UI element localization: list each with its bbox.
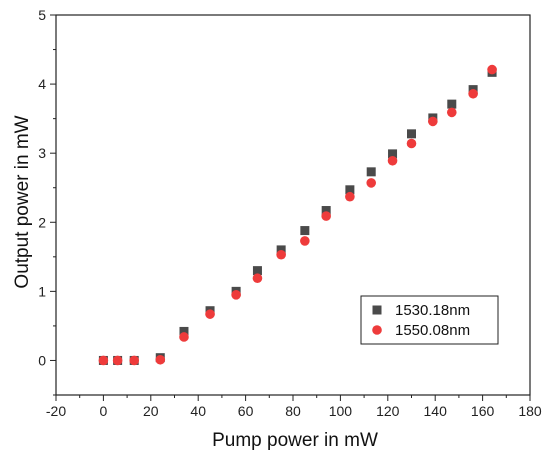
data-point-1550nm	[276, 249, 286, 260]
legend: 1530.18nm 1550.08nm	[360, 295, 499, 345]
x-tick-label: 180	[518, 403, 542, 419]
data-point-1530nm	[321, 206, 331, 216]
data-point-1550nm	[179, 332, 189, 342]
data-point-1530nm	[179, 326, 189, 336]
data-point-1530nm	[276, 245, 286, 255]
data-point-1550nm	[387, 155, 398, 166]
x-axis-title: Pump power in mW	[212, 430, 378, 451]
data-point-1550nm	[321, 211, 331, 221]
y-tick-label: 5	[38, 7, 46, 23]
x-tick-label: 0	[100, 403, 108, 419]
data-point-1550nm	[98, 355, 109, 366]
legend-label: 1530.18nm	[395, 302, 470, 319]
legend-marker-circle	[372, 325, 382, 335]
x-tick-label: 120	[376, 403, 400, 419]
data-points	[98, 64, 497, 366]
data-point-1550nm	[366, 178, 377, 188]
data-point-1550nm	[428, 116, 438, 127]
data-point-1550nm	[446, 107, 457, 118]
x-tick-label: -20	[46, 403, 66, 419]
data-point-1530nm	[300, 226, 310, 236]
data-point-1550nm	[129, 355, 140, 366]
data-point-1530nm	[447, 99, 457, 109]
legend-box	[360, 295, 499, 345]
y-tick-label: 2	[38, 214, 46, 230]
x-tick-label: 60	[238, 403, 254, 419]
data-point-1550nm	[487, 64, 497, 75]
data-point-1550nm	[231, 290, 241, 300]
x-tick-label: 40	[190, 403, 206, 419]
data-point-1550nm	[155, 354, 166, 365]
y-tick-label: 1	[38, 283, 46, 299]
x-tick-label: 100	[329, 403, 353, 419]
x-tick-label: 140	[424, 403, 448, 419]
y-tick-label: 4	[38, 76, 46, 92]
y-tick-label: 0	[38, 352, 46, 368]
y-axis-title: Output power in mW	[12, 115, 33, 288]
x-tick-label: 20	[143, 403, 159, 419]
y-tick-label: 3	[38, 145, 46, 161]
data-point-1550nm	[300, 236, 310, 246]
data-point-1550nm	[112, 355, 123, 366]
data-point-1530nm	[407, 129, 416, 139]
data-point-1530nm	[388, 149, 398, 159]
data-point-1530nm	[252, 266, 262, 276]
data-point-1550nm	[205, 309, 215, 319]
data-point-1550nm	[345, 191, 355, 202]
data-point-1550nm	[406, 138, 417, 149]
data-point-1550nm	[252, 273, 263, 284]
data-point-1550nm	[468, 88, 478, 99]
x-tick-label: 160	[471, 403, 495, 419]
legend-marker-square	[372, 305, 382, 315]
legend-label: 1550.08nm	[395, 322, 470, 339]
data-point-1530nm	[366, 167, 376, 177]
x-tick-label: 80	[285, 403, 301, 419]
data-point-1530nm	[345, 185, 355, 195]
axes: -20 0 20 40 60 80 100 120 140 160 180 0 1 2 3 4 5	[38, 7, 542, 419]
